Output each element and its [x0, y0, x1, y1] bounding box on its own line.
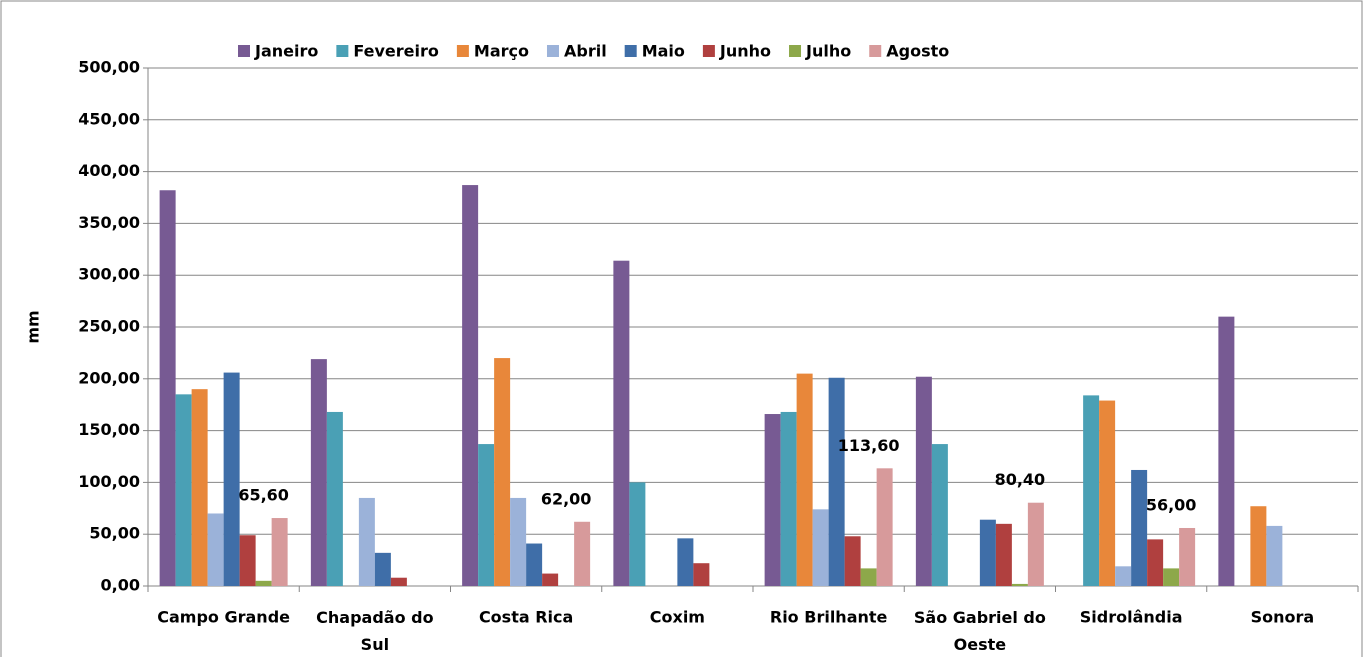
bar [1218, 316, 1235, 586]
y-tick-label: 0,00 [101, 576, 140, 595]
bar [191, 389, 208, 586]
bar [526, 543, 543, 586]
y-tick-label: 150,00 [78, 420, 140, 439]
x-tick-label: Campo Grande [157, 608, 290, 627]
legend-label: Março [474, 42, 529, 61]
y-tick-label: 100,00 [78, 472, 140, 491]
bar [542, 573, 559, 586]
bar [271, 518, 288, 586]
legend-label: Junho [719, 42, 771, 61]
legend-swatch [789, 45, 802, 57]
data-label: 56,00 [1146, 495, 1197, 514]
bar [358, 497, 375, 586]
y-tick-label: 300,00 [78, 265, 140, 284]
legend-swatch [546, 45, 559, 57]
y-tick-label: 50,00 [89, 524, 140, 543]
x-tick-label: Sidrolândia [1080, 608, 1183, 627]
bar [693, 563, 710, 586]
bar [239, 535, 256, 586]
bar [374, 552, 391, 586]
data-label: 80,40 [995, 470, 1046, 489]
y-tick-label: 350,00 [78, 213, 140, 232]
bar [995, 523, 1012, 586]
bar [860, 568, 877, 586]
bar [1179, 527, 1196, 586]
data-label: 113,60 [838, 436, 900, 455]
bar [979, 519, 996, 586]
bar [478, 444, 495, 586]
legend-swatch [869, 45, 882, 57]
x-tick-label: São Gabriel do Oeste [914, 608, 1046, 654]
bar [613, 260, 630, 586]
bar [764, 414, 781, 586]
data-label: 65,60 [238, 486, 289, 505]
bar [828, 377, 845, 586]
bar [494, 358, 511, 586]
bar [844, 536, 861, 586]
y-tick-label: 450,00 [78, 109, 140, 128]
y-axis-label: mm [24, 310, 43, 343]
bar [1115, 566, 1132, 586]
legend-swatch [702, 45, 715, 57]
x-tick-label: Rio Brilhante [770, 608, 888, 627]
bar [255, 580, 272, 586]
legend-label: Maio [642, 42, 685, 61]
legend-label: Abril [564, 42, 607, 61]
bar [812, 509, 829, 586]
bar [1250, 506, 1267, 586]
y-tick-label: 400,00 [78, 161, 140, 180]
bar [876, 468, 893, 586]
legend-label: Fevereiro [353, 42, 439, 61]
bar [1147, 539, 1164, 586]
data-label: 62,00 [541, 489, 592, 508]
bar [1099, 400, 1116, 586]
bar [310, 359, 327, 586]
bar [207, 513, 224, 586]
bar [629, 482, 646, 586]
y-tick-label: 500,00 [78, 58, 140, 77]
legend-label: Janeiro [254, 42, 318, 61]
bar [931, 444, 948, 586]
y-tick-label: 250,00 [78, 317, 140, 336]
bar [796, 373, 813, 586]
bar [510, 497, 527, 586]
x-tick-label: Sonora [1251, 608, 1315, 627]
bar [1027, 502, 1044, 586]
bar [1011, 583, 1028, 586]
bar [462, 185, 479, 586]
bar [1266, 525, 1283, 586]
x-tick-label: Costa Rica [479, 608, 573, 627]
bar [159, 190, 176, 587]
bar [1083, 395, 1100, 586]
bar [915, 376, 932, 586]
bar [1131, 469, 1148, 586]
bar [780, 411, 797, 586]
bar [390, 577, 407, 586]
bar [223, 372, 240, 586]
legend-swatch [456, 45, 469, 57]
legend-swatch [336, 45, 349, 57]
bar [677, 538, 694, 586]
bar [574, 521, 591, 586]
legend-label: Julho [805, 42, 851, 61]
bar [326, 411, 343, 586]
x-tick-label: Coxim [650, 608, 705, 627]
legend-label: Agosto [886, 42, 949, 61]
legend-swatch [238, 45, 250, 57]
bar [1163, 568, 1180, 586]
y-tick-label: 200,00 [78, 368, 140, 387]
legend-swatch [624, 45, 637, 57]
x-tick-label: Chapadão do Sul [316, 608, 433, 654]
bar [175, 394, 192, 586]
